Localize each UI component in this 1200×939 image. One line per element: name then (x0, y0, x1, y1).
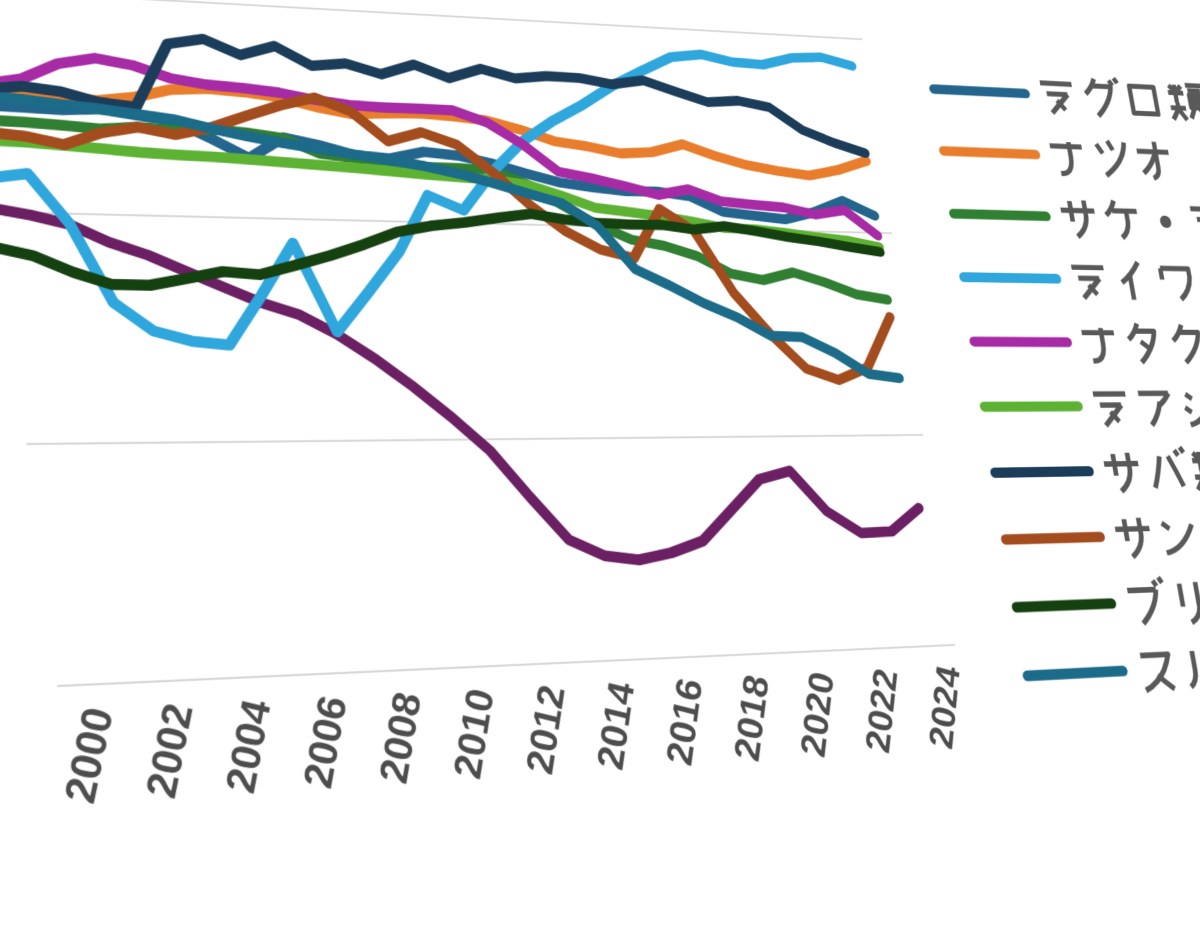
svg-text:2020: 2020 (794, 668, 842, 761)
svg-text:2024: 2024 (922, 662, 967, 753)
svg-text:2022: 2022 (859, 665, 905, 757)
